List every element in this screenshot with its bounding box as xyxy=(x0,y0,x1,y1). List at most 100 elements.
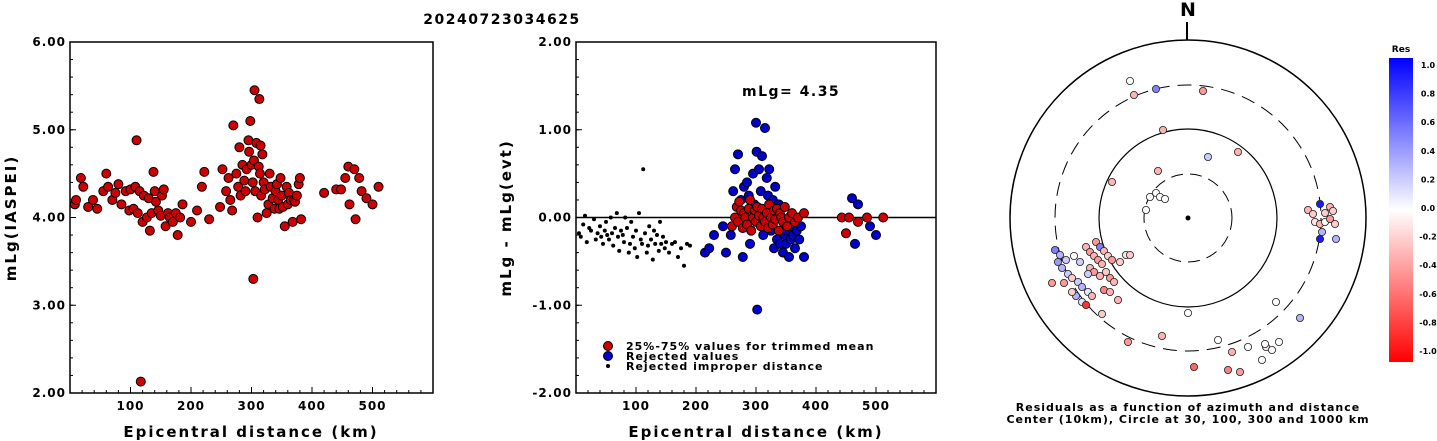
y-tick-label: 4.00 xyxy=(32,211,66,225)
improper-point xyxy=(614,211,619,216)
station-marker xyxy=(1268,345,1277,354)
station-marker xyxy=(1146,192,1155,201)
station-marker xyxy=(1258,355,1267,364)
station-marker xyxy=(1199,87,1208,96)
improper-point xyxy=(593,237,598,242)
data-point xyxy=(264,168,275,179)
rejected-point xyxy=(718,221,728,232)
rejected-point xyxy=(853,199,863,210)
accepted-point xyxy=(844,212,854,223)
station-marker xyxy=(1321,208,1330,217)
improper-point xyxy=(679,246,683,251)
improper-point xyxy=(655,233,659,238)
x-tick-label: 500 xyxy=(862,399,890,413)
station-marker xyxy=(1076,257,1085,266)
colorbar-tick-label: 0.4 xyxy=(1421,147,1436,156)
colorbar-tick-label: -0.4 xyxy=(1419,261,1437,270)
data-point xyxy=(275,173,286,184)
improper-point xyxy=(631,234,635,239)
improper-point xyxy=(629,219,634,224)
y-tick-label: 0.00 xyxy=(538,211,572,225)
legend-accepted-marker xyxy=(603,341,613,351)
accepted-point xyxy=(841,228,851,239)
x-tick-label: 500 xyxy=(358,399,386,413)
rejected-point xyxy=(704,243,715,254)
rejected-point xyxy=(784,251,794,262)
station-marker xyxy=(1190,362,1199,371)
station-marker xyxy=(1272,297,1281,306)
improper-point xyxy=(601,241,605,246)
station-marker xyxy=(1062,255,1071,264)
improper-point xyxy=(602,228,607,233)
improper-point xyxy=(637,211,641,216)
station-marker xyxy=(1078,282,1087,291)
improper-point xyxy=(589,228,593,233)
data-point xyxy=(167,216,178,227)
station-marker xyxy=(1329,206,1338,215)
data-point xyxy=(354,173,365,184)
left-plot-frame xyxy=(69,41,434,394)
station-marker xyxy=(1152,85,1161,94)
rejected-point xyxy=(764,164,775,175)
x-tick-label: 200 xyxy=(682,399,710,413)
rejected-point xyxy=(725,230,736,241)
rejected-point xyxy=(755,186,766,197)
data-point xyxy=(223,173,234,184)
left-xlabel: Epicentral distance (km) xyxy=(123,423,378,441)
x-tick-label: 300 xyxy=(742,399,770,413)
improper-point xyxy=(617,248,622,253)
data-point xyxy=(135,376,146,387)
x-tick-label: 100 xyxy=(116,399,144,413)
station-marker xyxy=(1244,342,1253,351)
colorbar-tick-label: 0.0 xyxy=(1421,204,1436,213)
colorbar-tick-label: -0.8 xyxy=(1419,318,1437,327)
colorbar-tick-label: -0.2 xyxy=(1419,233,1437,242)
data-point xyxy=(225,194,236,205)
legend-improper-marker xyxy=(606,364,610,368)
data-point xyxy=(131,135,142,146)
station-marker xyxy=(1088,291,1097,300)
improper-point xyxy=(613,226,617,231)
station-marker xyxy=(1161,194,1170,203)
colorbar: Res 1.0 0.8 0.6 0.4 0.2 0.0 -0.2 -0.4 -0.6 -0.8 -1… xyxy=(1389,45,1437,362)
data-point xyxy=(247,177,258,188)
data-point xyxy=(291,190,302,201)
improper-point xyxy=(583,213,587,218)
station-marker xyxy=(1114,295,1123,304)
ring-100km xyxy=(1098,128,1278,308)
legend: 25%-75% values for trimmed mean Rejected… xyxy=(603,340,873,373)
rejected-point xyxy=(745,238,755,249)
station-marker xyxy=(1098,309,1107,318)
station-marker xyxy=(1214,335,1223,344)
accepted-point xyxy=(862,212,872,223)
middle-panel: Epicentral distance (km) mLg - mLg(evt) … xyxy=(497,35,937,441)
x-tick-label: 200 xyxy=(177,399,205,413)
improper-point xyxy=(595,231,600,236)
station-marker xyxy=(1204,152,1213,161)
improper-point xyxy=(670,241,674,246)
station-marker xyxy=(1316,234,1325,243)
station-marker xyxy=(1228,347,1237,356)
colorbar-tick-label: 1.0 xyxy=(1421,61,1436,70)
accepted-point xyxy=(799,208,809,219)
data-point xyxy=(227,205,238,216)
accepted-point xyxy=(773,225,784,236)
improper-point xyxy=(604,219,608,224)
rejected-point xyxy=(752,304,763,315)
improper-point xyxy=(662,246,667,251)
station-marker xyxy=(1068,273,1077,282)
data-point xyxy=(217,164,228,175)
data-point xyxy=(196,181,207,192)
colorbar-gradient xyxy=(1389,58,1413,362)
data-point xyxy=(175,212,186,223)
data-point xyxy=(257,149,268,160)
station-marker xyxy=(1096,271,1105,280)
colorbar-ticks: 1.0 0.8 0.6 0.4 0.2 0.0 -0.2 -0.4 -0.6 -0.8 -1.0 xyxy=(1419,61,1437,356)
rejected-point xyxy=(754,164,764,175)
station-marker xyxy=(1054,257,1063,266)
station-marker xyxy=(1058,263,1067,272)
improper-point xyxy=(592,217,596,222)
middle-xlabel: Epicentral distance (km) xyxy=(628,423,883,441)
data-point xyxy=(319,187,330,198)
accepted-point xyxy=(853,216,863,227)
